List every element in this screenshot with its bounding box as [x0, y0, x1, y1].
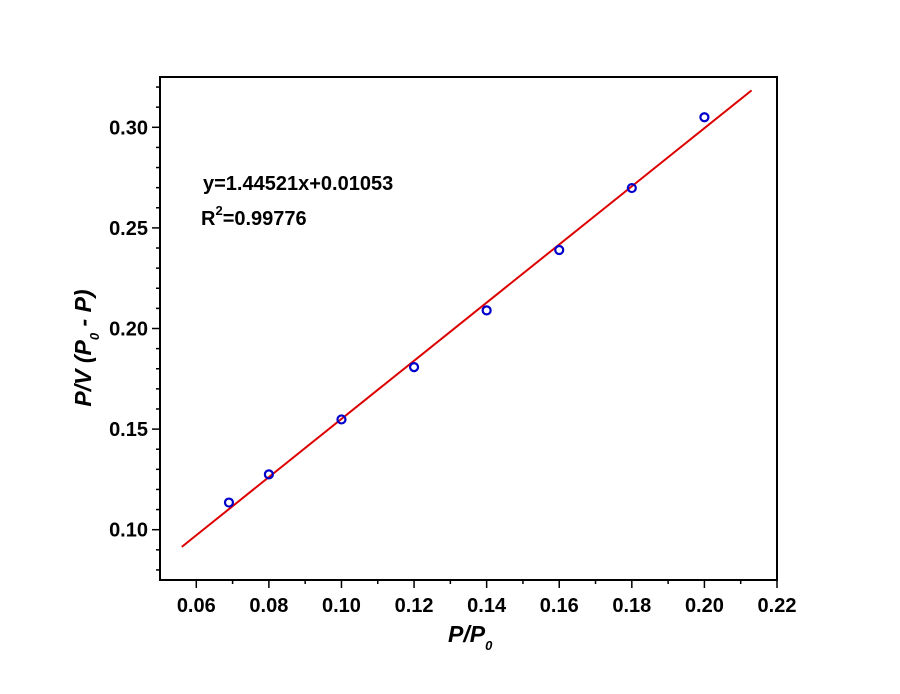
y-tick-label: 0.25	[109, 218, 148, 240]
x-tick-label: 0.08	[249, 595, 288, 617]
minor-ticks	[156, 86, 742, 584]
r-squared-annotation: R2=0.99776	[201, 203, 307, 230]
y-tick-label: 0.30	[109, 117, 148, 139]
data-point	[223, 497, 235, 508]
y-tick-label: 0.20	[109, 319, 148, 341]
plot-frame	[159, 76, 778, 581]
data-points-layer	[223, 112, 710, 508]
plot-border	[159, 76, 778, 581]
x-tick-label: 0.14	[467, 595, 507, 617]
x-tick-label: 0.16	[540, 595, 579, 617]
x-tick-label: 0.22	[758, 595, 797, 617]
fit-line-layer	[181, 89, 753, 548]
data-point	[481, 305, 492, 316]
y-axis-ticks: 0.10 0.15 0.20 0.25 0.30	[109, 117, 160, 542]
data-point	[263, 469, 274, 480]
x-tick-label: 0.06	[177, 595, 216, 617]
y-tick-label: 0.10	[109, 520, 148, 542]
data-point	[554, 244, 565, 256]
data-point	[408, 362, 420, 373]
data-point	[699, 112, 710, 123]
y-tick-label: 0.15	[109, 419, 148, 441]
y-axis-title: P/V (P0 - P)	[70, 289, 102, 406]
data-point	[336, 414, 347, 425]
x-tick-label: 0.20	[685, 595, 724, 617]
x-tick-label: 0.12	[395, 595, 434, 617]
data-point	[626, 182, 637, 194]
x-tick-label: 0.18	[612, 595, 651, 617]
linear-fit-line	[181, 89, 753, 548]
x-tick-label: 0.10	[322, 595, 361, 617]
equation-annotation: y=1.44521x+0.01053	[203, 173, 393, 195]
x-axis-ticks: 0.06 0.08 0.10 0.12 0.14 0.16 0.18 0.20 0.22	[177, 580, 797, 617]
x-axis-title: P/P0	[448, 621, 493, 653]
